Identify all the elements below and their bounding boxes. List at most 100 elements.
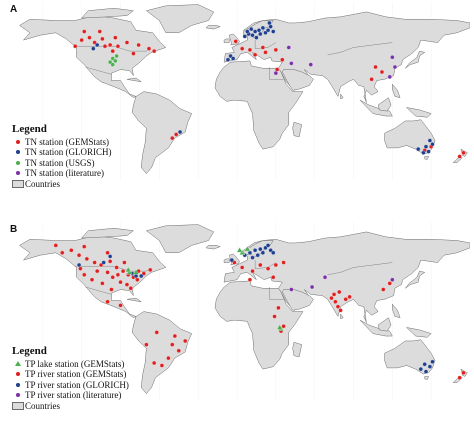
station-point <box>115 272 121 277</box>
station-point <box>113 58 118 64</box>
legend-label: TP lake station (GEMStats) <box>25 358 125 369</box>
station-point <box>423 369 429 374</box>
legend-title: Legend <box>12 345 47 357</box>
station-point <box>114 265 119 270</box>
panel-label: A <box>10 4 18 15</box>
station-point <box>139 273 144 279</box>
country-shape <box>405 50 426 69</box>
country-shape <box>340 93 344 100</box>
country-shape <box>359 99 393 117</box>
station-point <box>322 275 328 280</box>
station-point <box>110 275 115 280</box>
country-border <box>327 262 393 275</box>
legend-item-gemstats: TN station (GEMStats) <box>12 137 112 148</box>
country-shape <box>292 341 303 358</box>
country-border <box>269 67 284 80</box>
station-point <box>387 74 392 79</box>
legend-label: Countries <box>25 400 60 411</box>
station-point <box>124 40 130 45</box>
station-point <box>109 287 114 292</box>
station-point <box>170 342 175 347</box>
station-point <box>273 262 278 268</box>
country-shape <box>81 7 135 19</box>
country-border <box>85 66 112 75</box>
station-point <box>92 260 97 265</box>
country-shape <box>145 4 215 33</box>
station-point <box>132 269 140 275</box>
station-point <box>154 330 159 335</box>
station-point <box>260 45 266 50</box>
station-point <box>78 266 83 271</box>
country-border <box>269 287 284 300</box>
station-point <box>258 31 263 37</box>
legend-label: TN station (literature) <box>25 168 104 178</box>
blue-dot-icon <box>16 382 20 387</box>
country-shape <box>19 235 167 318</box>
station-point <box>421 150 426 155</box>
red-dot-icon <box>16 139 20 144</box>
legend-item-river-literature: TP river station (literature) <box>12 390 129 401</box>
station-point <box>101 260 106 265</box>
station-point <box>331 292 337 297</box>
station-point <box>280 57 285 62</box>
country-shape <box>392 303 401 319</box>
world-map-b <box>19 222 470 400</box>
station-point <box>461 370 466 375</box>
station-point <box>236 246 243 253</box>
station-point <box>148 267 153 273</box>
country-shape <box>214 60 304 150</box>
station-point <box>92 40 97 45</box>
country-shape <box>384 339 436 375</box>
station-point <box>105 270 110 275</box>
station-point <box>250 255 255 260</box>
station-point <box>392 64 398 70</box>
country-shape <box>292 121 303 138</box>
station-point <box>122 260 127 265</box>
station-point <box>273 71 278 76</box>
legend: Legend TN station (GEMStats) TN station … <box>12 124 112 189</box>
station-point <box>146 46 152 51</box>
station-point <box>229 257 234 263</box>
station-point <box>135 277 140 282</box>
country-shape <box>131 91 193 175</box>
station-point <box>128 286 134 291</box>
station-point <box>141 271 146 276</box>
station-point <box>76 262 82 268</box>
station-point <box>110 56 115 61</box>
station-point <box>133 273 139 279</box>
station-point <box>430 359 435 364</box>
legend-label: TP river station (GEMStats) <box>25 369 127 379</box>
station-point <box>338 308 343 313</box>
station-point <box>233 39 238 44</box>
station-point <box>461 150 466 155</box>
station-point <box>250 33 255 38</box>
country-shape <box>205 25 221 30</box>
station-point <box>240 46 245 51</box>
station-point <box>373 64 378 70</box>
country-shape <box>19 15 167 98</box>
country-shape <box>392 83 401 99</box>
legend-item-river-gemstats: TP river station (GEMStats) <box>12 369 129 380</box>
station-point <box>105 250 110 255</box>
station-point <box>82 29 87 34</box>
station-point <box>379 69 385 75</box>
station-point <box>422 362 427 367</box>
gray-box-icon <box>12 401 24 410</box>
legend-item-literature: TN station (literature) <box>12 168 112 179</box>
country-shape <box>126 77 142 82</box>
station-point <box>457 375 462 380</box>
country-shape <box>424 376 429 380</box>
station-point <box>271 29 276 34</box>
station-point <box>73 44 78 49</box>
station-point <box>267 20 272 26</box>
legend-label: TN station (GEMStats) <box>25 136 109 147</box>
station-point <box>177 129 183 135</box>
station-point <box>337 289 342 295</box>
station-point <box>242 34 247 39</box>
gray-box-icon <box>12 179 24 188</box>
station-point <box>69 248 74 253</box>
station-point <box>256 28 262 33</box>
station-point <box>263 245 268 251</box>
station-point <box>247 250 253 255</box>
station-point <box>174 132 179 137</box>
